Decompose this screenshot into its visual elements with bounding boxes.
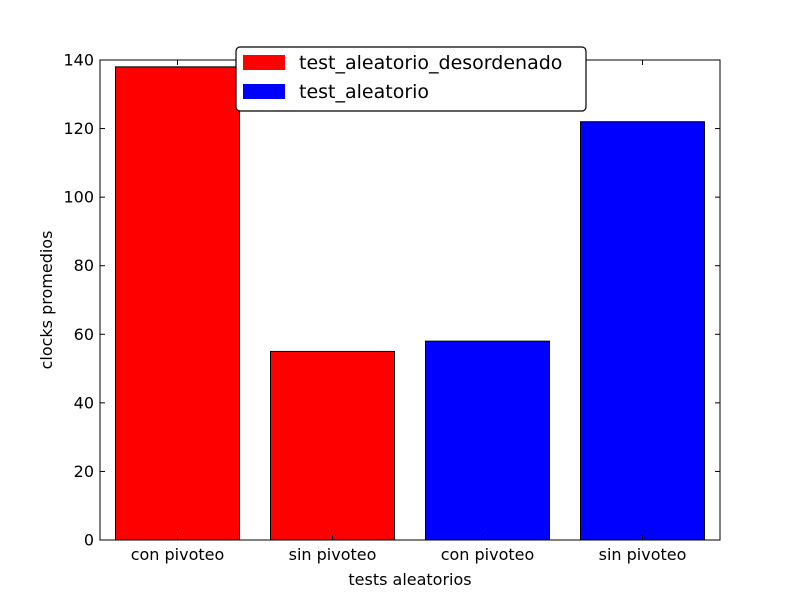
legend-box <box>235 46 587 112</box>
bar-test-aleatorio-2 <box>425 340 550 541</box>
x-axis: con pivoteo sin pivoteo con pivoteo sin piv… <box>131 60 687 564</box>
y-tick-label: 100 <box>63 188 94 207</box>
bar-test-aleatorio-desordenado-1 <box>270 350 395 541</box>
bar-test-aleatorio-3 <box>580 121 705 541</box>
legend-label-test-aleatorio: test_aleatorio <box>299 81 429 103</box>
y-tick-label: 80 <box>74 256 94 275</box>
legend-label-test-aleatorio-desordenado: test_aleatorio_desordenado <box>299 52 562 74</box>
x-axis-title: tests aleatorios <box>348 570 471 589</box>
y-tick-label: 20 <box>74 462 94 481</box>
legend: test_aleatorio_desordenado test_aleatori… <box>235 46 587 112</box>
y-tick-label: 60 <box>74 325 94 344</box>
y-axis-title: clocks promedios <box>37 231 56 370</box>
y-tick-label: 140 <box>63 51 94 70</box>
legend-swatch-test-aleatorio <box>243 84 285 99</box>
y-tick-label: 120 <box>63 119 94 138</box>
x-tick-label: sin pivoteo <box>599 545 687 564</box>
x-tick-label: sin pivoteo <box>289 545 377 564</box>
bars-layer <box>115 66 705 541</box>
bar-test-aleatorio-desordenado-0 <box>115 66 240 541</box>
x-tick-label: con pivoteo <box>441 545 535 564</box>
y-axis: 0 20 40 60 80 100 120 140 <box>63 51 720 550</box>
x-tick-label: con pivoteo <box>131 545 225 564</box>
legend-swatch-test-aleatorio-desordenado <box>243 55 285 70</box>
y-tick-label: 40 <box>74 393 94 412</box>
y-tick-label: 0 <box>84 531 94 550</box>
